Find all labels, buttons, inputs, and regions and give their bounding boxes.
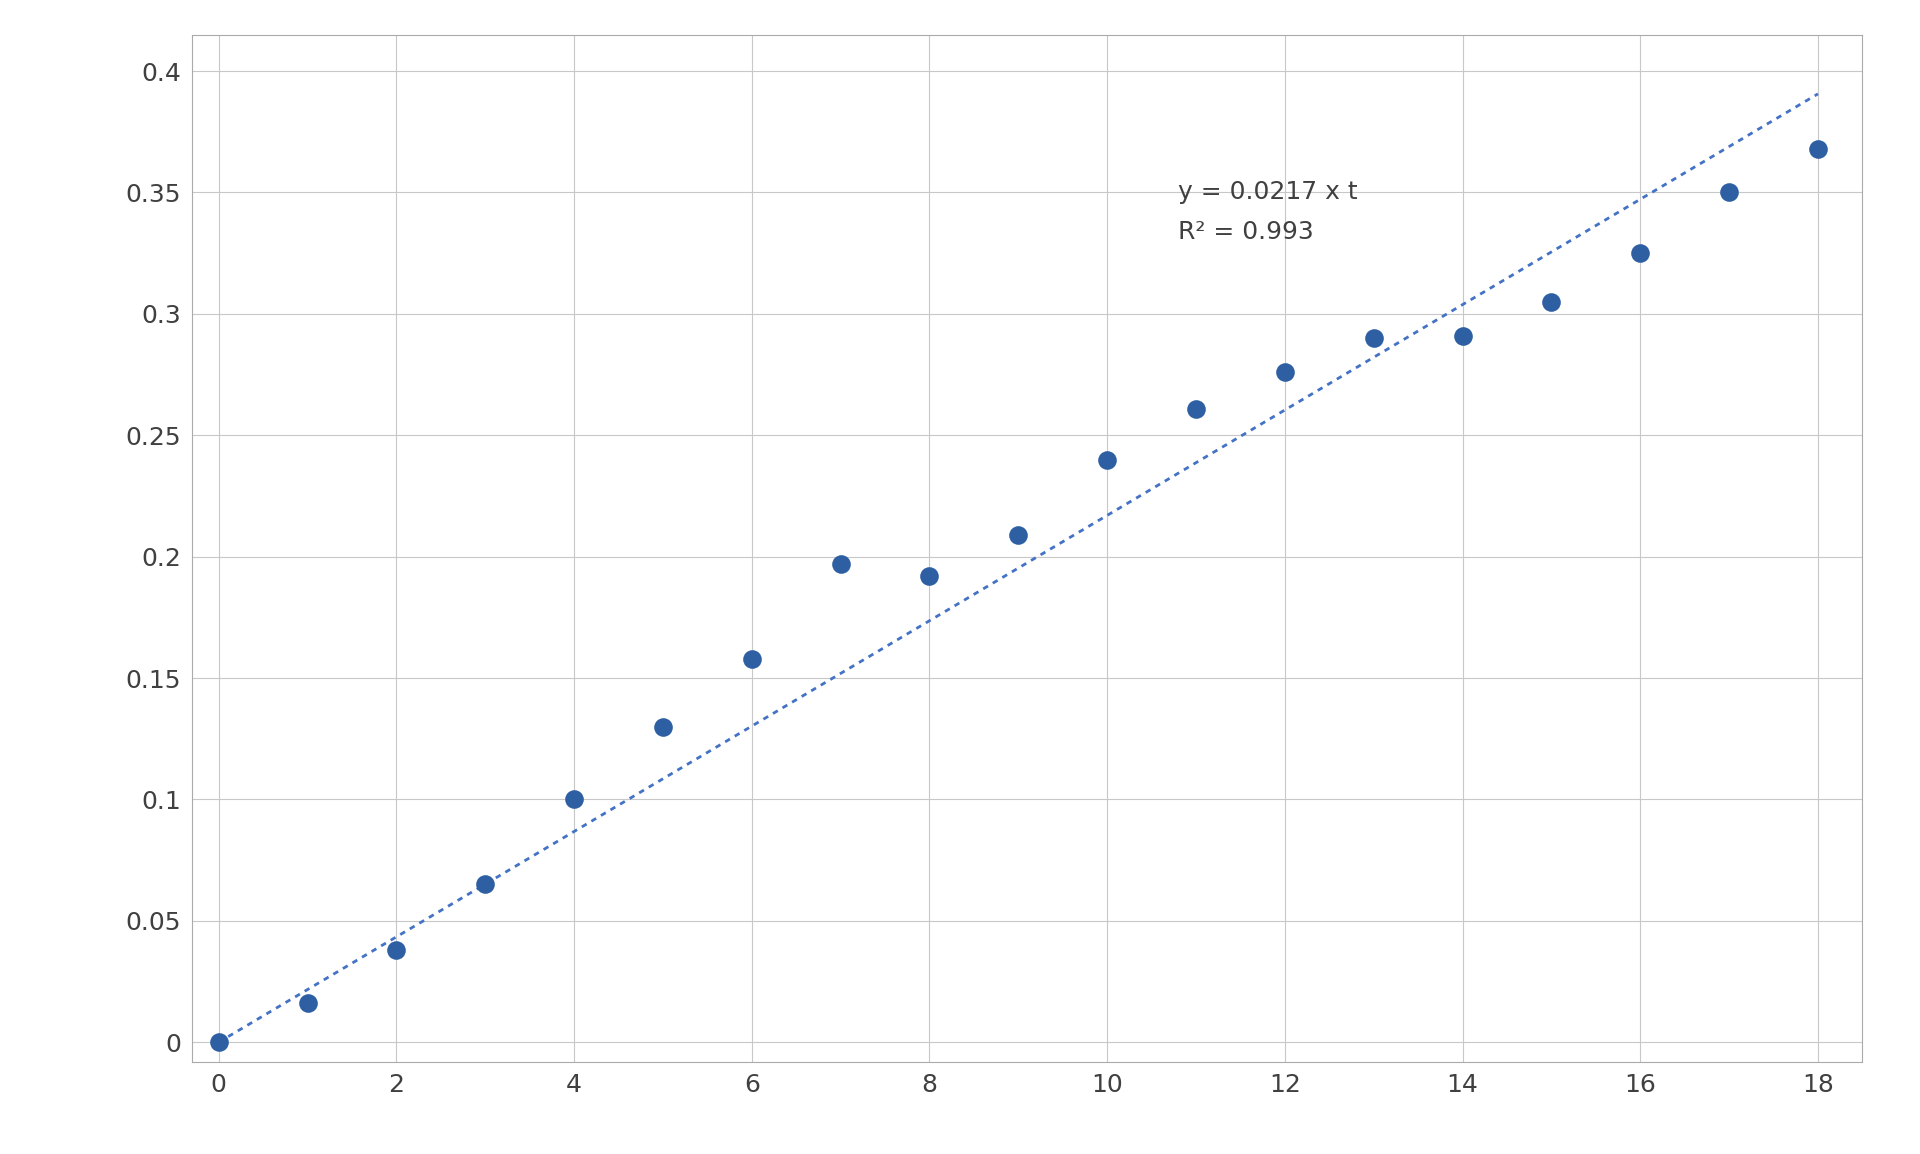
Point: [470, 875, 501, 893]
Point: [1357, 329, 1388, 347]
Point: [826, 555, 856, 574]
Point: [1269, 362, 1300, 381]
Point: [380, 941, 411, 959]
Point: [737, 650, 768, 668]
Point: [204, 1033, 234, 1051]
Point: [1448, 327, 1478, 345]
Point: [914, 567, 945, 585]
Point: [1624, 243, 1655, 262]
Point: [1715, 183, 1745, 202]
Point: [1092, 450, 1123, 469]
Point: [1803, 140, 1834, 158]
Point: [1536, 292, 1567, 310]
Text: y = 0.0217 x t
R² = 0.993: y = 0.0217 x t R² = 0.993: [1179, 180, 1357, 243]
Point: [559, 790, 589, 809]
Point: [1181, 399, 1212, 418]
Point: [647, 718, 678, 736]
Point: [1002, 525, 1033, 544]
Point: [292, 995, 323, 1013]
